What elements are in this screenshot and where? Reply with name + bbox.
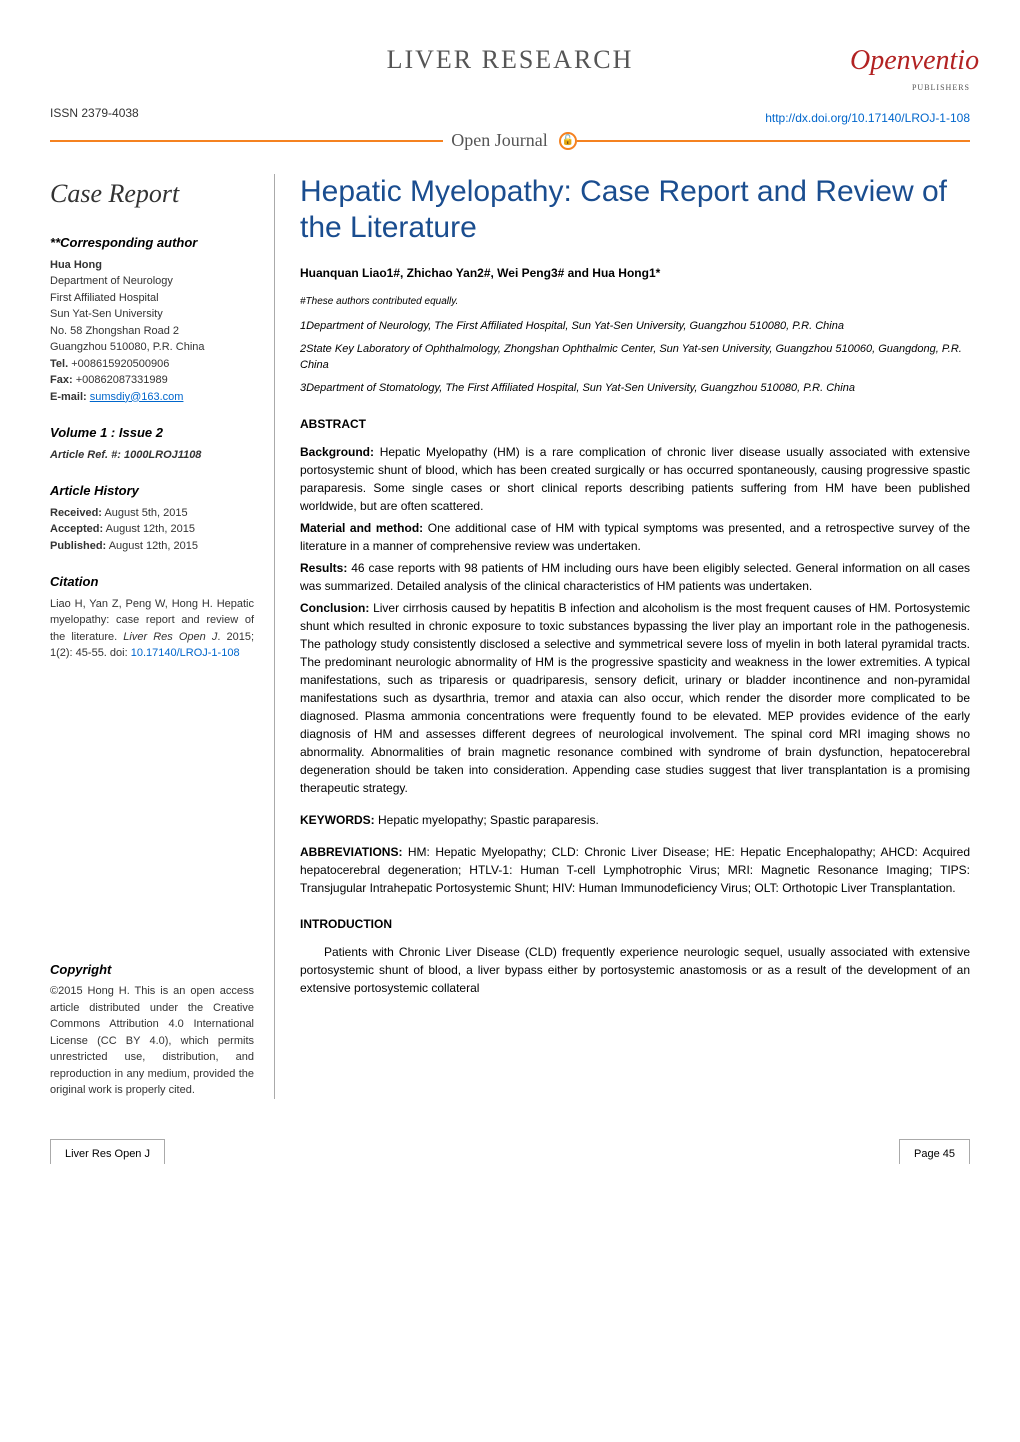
doi-link[interactable]: http://dx.doi.org/10.17140/LROJ-1-108 bbox=[765, 109, 970, 127]
corr-tel: Tel. +008615920500906 bbox=[50, 356, 254, 373]
citation-heading: Citation bbox=[50, 572, 254, 592]
introduction-heading: INTRODUCTION bbox=[300, 915, 970, 933]
case-report-label: Case Report bbox=[50, 174, 254, 213]
abstract-method: Material and method: One additional case… bbox=[300, 519, 970, 555]
publisher-logo: Openventio PUBLISHERS bbox=[850, 45, 979, 94]
corr-fax: Fax: +00862087331989 bbox=[50, 372, 254, 389]
corr-name: Hua Hong bbox=[50, 257, 254, 274]
article-history-block: Received: August 5th, 2015 Accepted: Aug… bbox=[50, 505, 254, 555]
citation-block: Liao H, Yan Z, Peng W, Hong H. Hepatic m… bbox=[50, 596, 254, 662]
article-ref: Article Ref. #: 1000LROJ1108 bbox=[50, 447, 254, 464]
corresponding-author-block: Hua Hong Department of Neurology First A… bbox=[50, 257, 254, 406]
abbreviations: ABBREVIATIONS: HM: Hepatic Myelopathy; C… bbox=[300, 843, 970, 897]
corr-line: No. 58 Zhongshan Road 2 bbox=[50, 323, 254, 340]
received: Received: August 5th, 2015 bbox=[50, 505, 254, 522]
divider-right bbox=[577, 140, 970, 142]
footer-journal: Liver Res Open J bbox=[50, 1139, 165, 1165]
open-access-icon: 🔓 bbox=[559, 132, 577, 150]
page-footer: Liver Res Open J Page 45 bbox=[50, 1139, 970, 1165]
abstract-heading: ABSTRACT bbox=[300, 415, 970, 433]
article-body: Hepatic Myelopathy: Case Report and Revi… bbox=[275, 174, 970, 1099]
citation-doi-link[interactable]: 10.17140/LROJ-1-108 bbox=[131, 647, 240, 659]
abstract-block: Background: Hepatic Myelopathy (HM) is a… bbox=[300, 443, 970, 797]
divider-left bbox=[50, 140, 443, 142]
corr-line: Guangzhou 510080, P.R. China bbox=[50, 339, 254, 356]
top-header: LIVER RESEARCH Openventio PUBLISHERS bbox=[50, 40, 970, 94]
equal-contribution-note: #These authors contributed equally. bbox=[300, 294, 970, 309]
affiliation: 3Department of Stomatology, The First Af… bbox=[300, 381, 970, 396]
abstract-conclusion: Conclusion: Liver cirrhosis caused by he… bbox=[300, 599, 970, 797]
journal-title: LIVER RESEARCH bbox=[170, 40, 850, 79]
copyright-heading: Copyright bbox=[50, 960, 254, 980]
published: Published: August 12th, 2015 bbox=[50, 538, 254, 555]
corresponding-author-heading: **Corresponding author bbox=[50, 233, 254, 253]
corr-line: First Affiliated Hospital bbox=[50, 290, 254, 307]
abstract-results: Results: 46 case reports with 98 patient… bbox=[300, 559, 970, 595]
accepted: Accepted: August 12th, 2015 bbox=[50, 521, 254, 538]
sidebar: Case Report **Corresponding author Hua H… bbox=[50, 174, 275, 1099]
email-link[interactable]: sumsdiy@163.com bbox=[90, 391, 184, 403]
corr-email: E-mail: sumsdiy@163.com bbox=[50, 389, 254, 406]
abstract-background: Background: Hepatic Myelopathy (HM) is a… bbox=[300, 443, 970, 515]
affiliation: 2State Key Laboratory of Ophthalmology, … bbox=[300, 342, 970, 373]
keywords: KEYWORDS: Hepatic myelopathy; Spastic pa… bbox=[300, 811, 970, 829]
corr-line: Sun Yat-Sen University bbox=[50, 306, 254, 323]
issn: ISSN 2379-4038 bbox=[50, 104, 139, 122]
intro-paragraph: Patients with Chronic Liver Disease (CLD… bbox=[300, 943, 970, 997]
affiliation: 1Department of Neurology, The First Affi… bbox=[300, 319, 970, 334]
authors: Huanquan Liao1#, Zhichao Yan2#, Wei Peng… bbox=[300, 264, 970, 282]
footer-page: Page 45 bbox=[899, 1139, 970, 1165]
copyright-text: ©2015 Hong H. This is an open access art… bbox=[50, 983, 254, 1099]
main-layout: Case Report **Corresponding author Hua H… bbox=[50, 174, 970, 1099]
volume-issue: Volume 1 : Issue 2 bbox=[50, 423, 254, 443]
article-history-heading: Article History bbox=[50, 481, 254, 501]
article-title: Hepatic Myelopathy: Case Report and Revi… bbox=[300, 174, 970, 246]
open-journal-bar: Open Journal 🔓 http://dx.doi.org/10.1714… bbox=[50, 127, 970, 154]
publisher-sub: PUBLISHERS bbox=[850, 82, 970, 94]
corr-line: Department of Neurology bbox=[50, 273, 254, 290]
open-journal-text: Open Journal bbox=[443, 127, 555, 154]
publisher-name: Openventio bbox=[850, 45, 979, 76]
